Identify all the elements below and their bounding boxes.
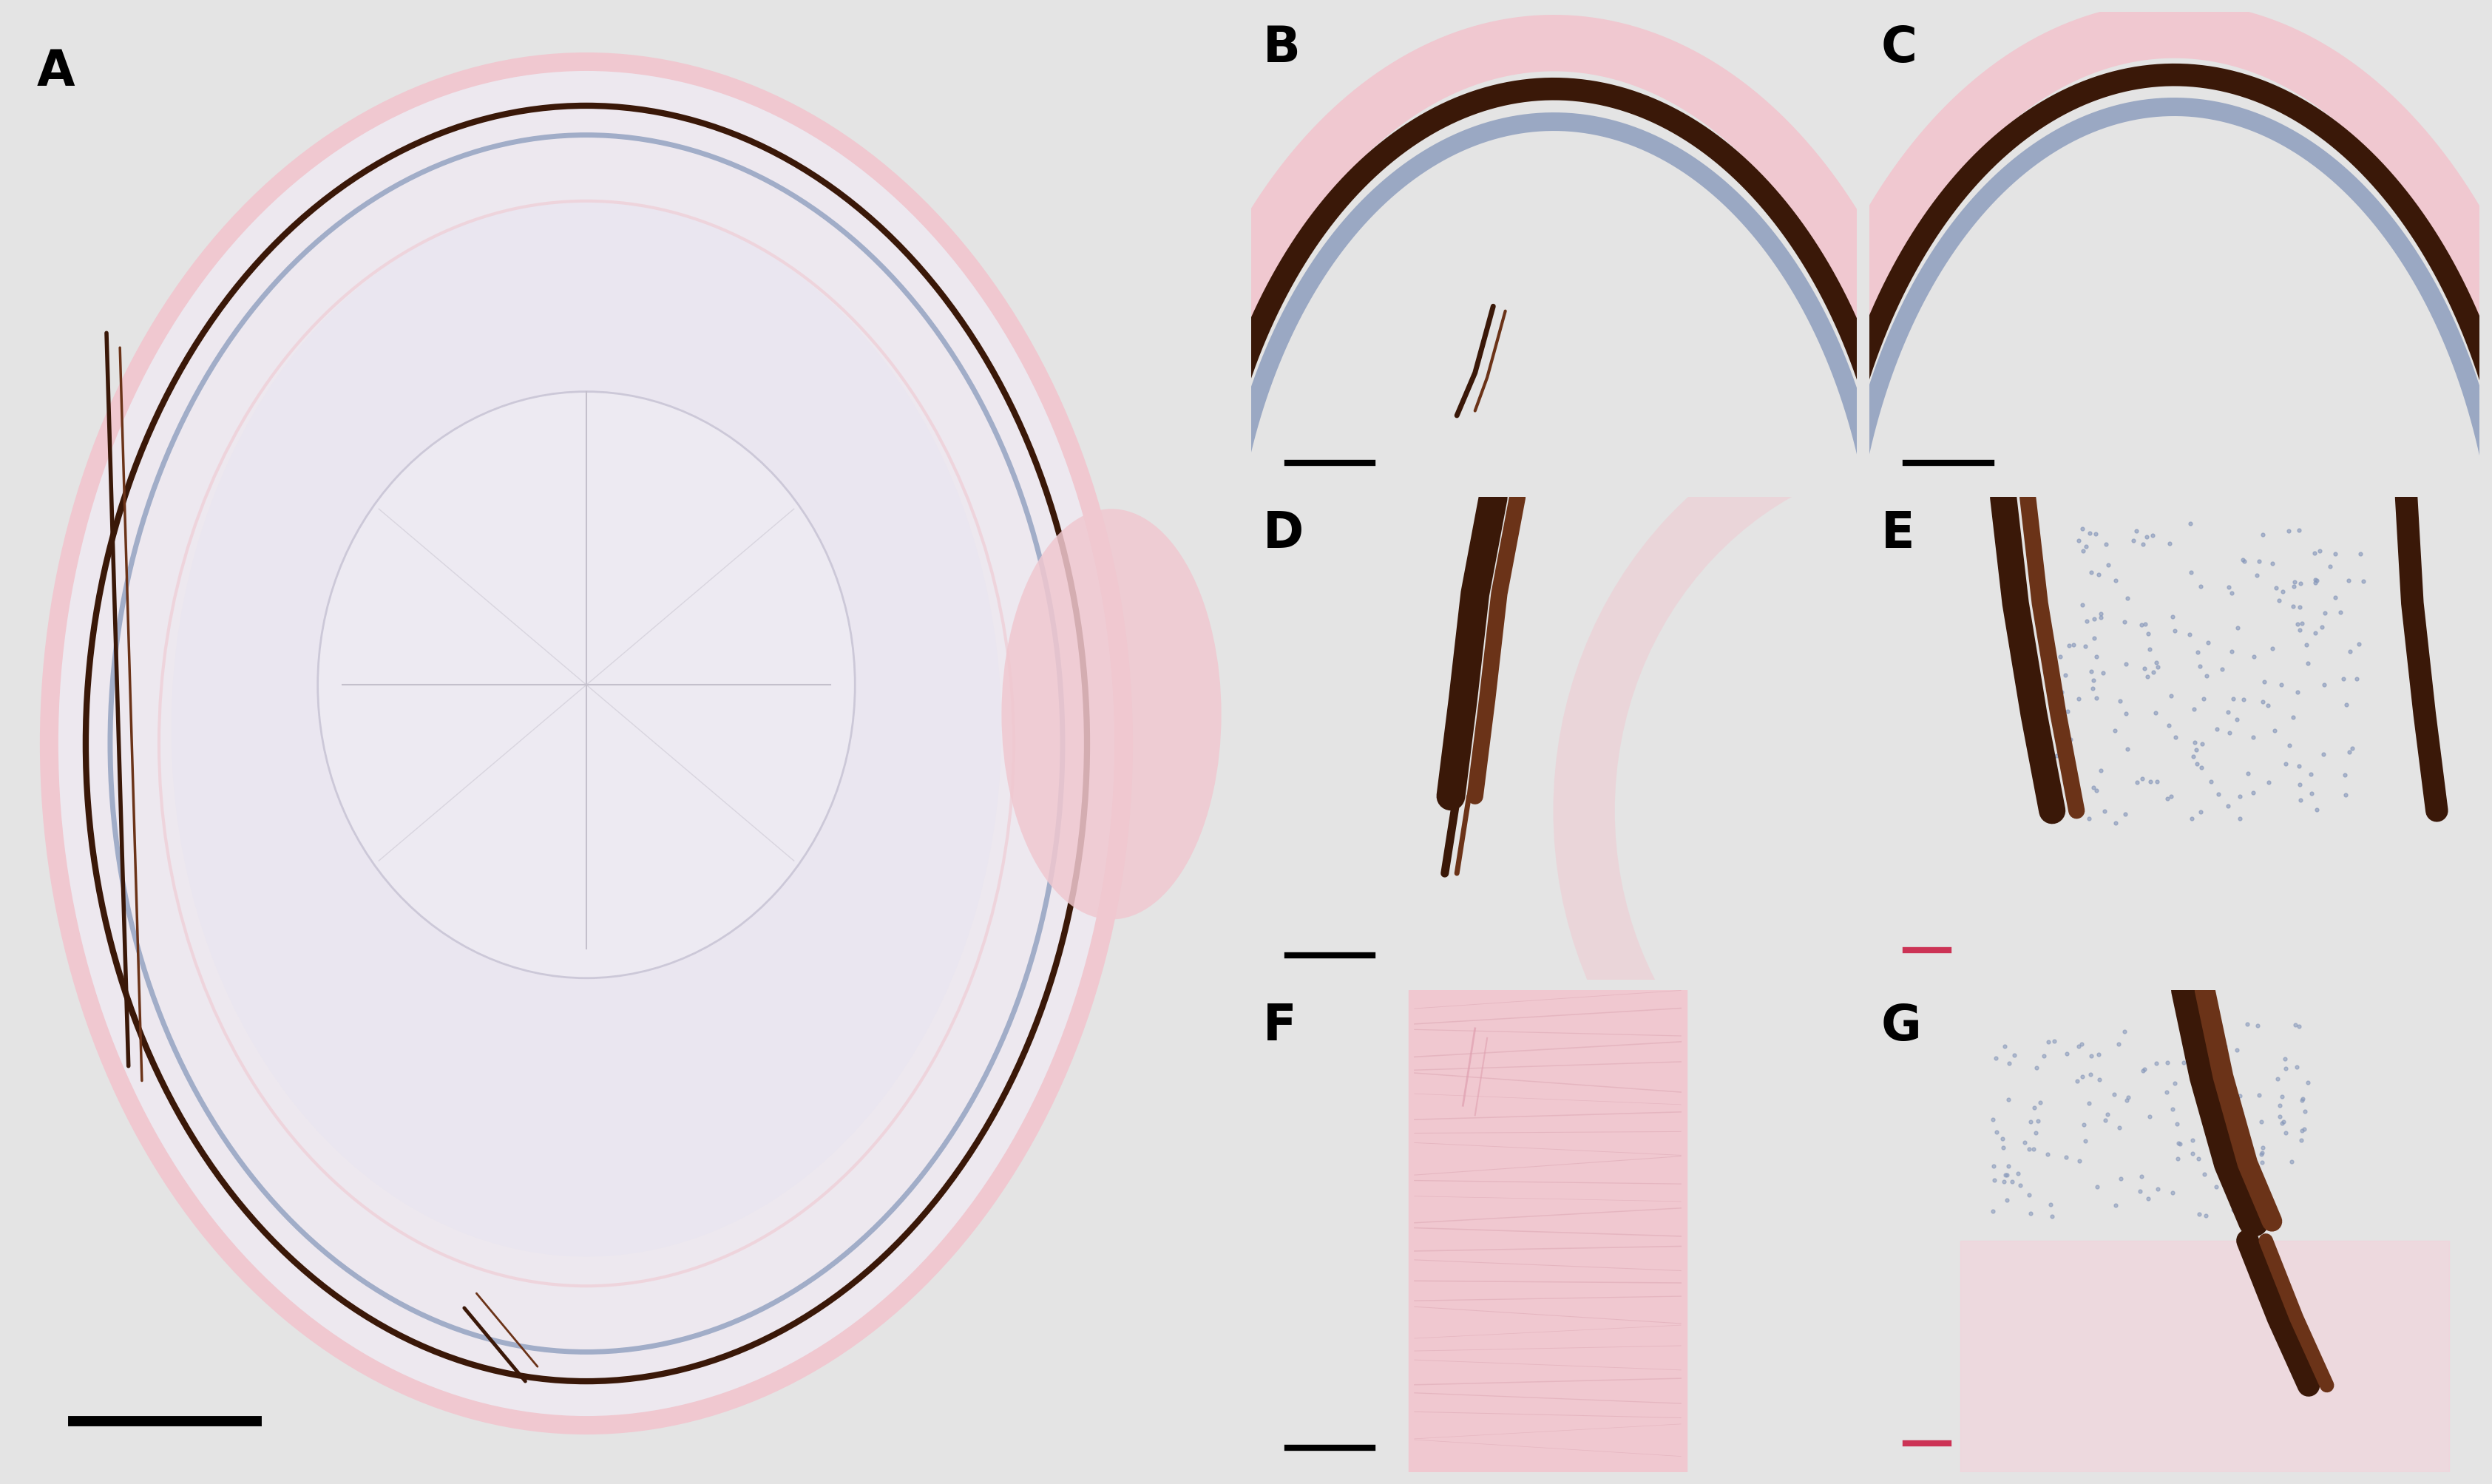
Ellipse shape: [50, 62, 1124, 1425]
Text: B: B: [1263, 24, 1301, 73]
Text: D: D: [1263, 509, 1303, 558]
Text: A: A: [37, 47, 75, 96]
Text: F: F: [1263, 1002, 1296, 1051]
Bar: [1408, 990, 1687, 1472]
Ellipse shape: [316, 392, 855, 978]
Text: G: G: [1881, 1002, 1921, 1051]
Text: C: C: [1881, 24, 1916, 73]
Ellipse shape: [172, 200, 1002, 1257]
Ellipse shape: [1002, 509, 1221, 920]
Text: E: E: [1881, 509, 1914, 558]
Bar: [1961, 1241, 2450, 1472]
